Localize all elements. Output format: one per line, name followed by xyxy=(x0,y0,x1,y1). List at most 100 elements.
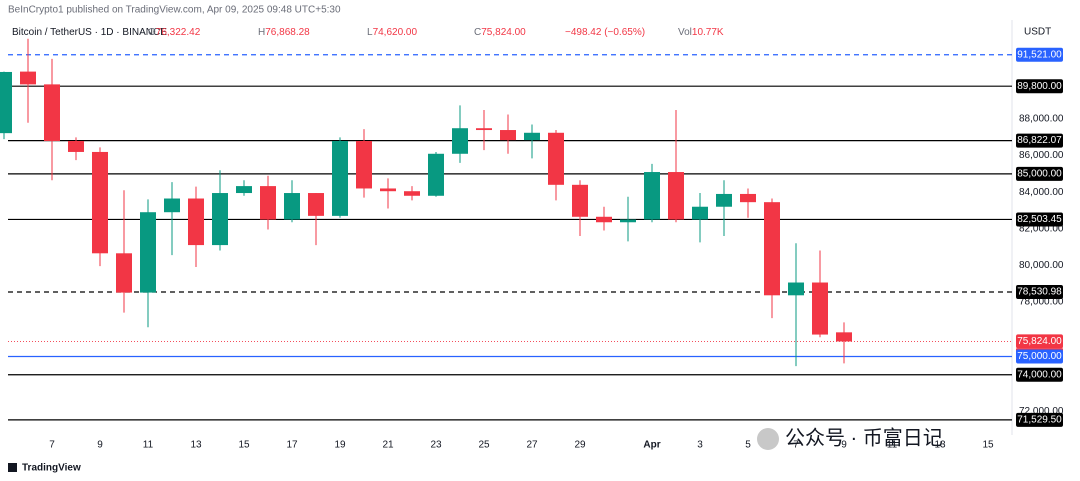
candle-body xyxy=(716,193,732,207)
published-note: BeInCrypto1 published on TradingView.com… xyxy=(8,5,341,16)
level-label: 71,529.50 xyxy=(1017,414,1062,425)
y-tick-label: 80,000.00 xyxy=(1019,260,1064,271)
candle-body xyxy=(332,140,348,216)
currency: USDT xyxy=(1024,27,1051,38)
level-label-box xyxy=(1016,367,1063,382)
level-label: 85,000.00 xyxy=(1017,169,1062,180)
level-label-box xyxy=(1016,334,1063,349)
level-label: 78,530.98 xyxy=(1017,287,1062,298)
level-label: 75,824.00 xyxy=(1017,336,1062,347)
candle-body xyxy=(404,191,420,196)
level-label-box xyxy=(1016,412,1063,427)
ohlc-value: 76,868.28 xyxy=(265,27,310,38)
candle-body xyxy=(212,193,228,246)
volume-value: 10.77K xyxy=(692,27,724,38)
ohlc-key: O xyxy=(148,27,156,38)
x-tick-label: 11 xyxy=(143,440,154,451)
x-tick-label: 13 xyxy=(190,440,202,451)
y-tick-label: 84,000.00 xyxy=(1019,187,1064,198)
candle-body xyxy=(188,198,204,246)
level-label-box xyxy=(1016,79,1063,94)
level-label-box xyxy=(1016,166,1063,181)
symbol: Bitcoin / TetherUS · 1D · BINANCE xyxy=(12,27,167,38)
candle-body xyxy=(260,186,276,220)
x-tick-label: 11 xyxy=(887,440,898,451)
candle-body xyxy=(20,71,36,85)
x-tick-label: 25 xyxy=(478,440,490,451)
candle-body xyxy=(284,193,300,220)
candle-body xyxy=(764,202,780,296)
candle-body xyxy=(356,140,372,189)
candle-body xyxy=(68,140,84,152)
candle-body xyxy=(524,132,540,141)
level-label-box xyxy=(1016,133,1063,148)
level-label: 75,000.00 xyxy=(1017,351,1062,362)
candle-body xyxy=(452,128,468,154)
x-tick-label: 27 xyxy=(526,440,538,451)
candle-body xyxy=(620,219,636,223)
watermark-icon xyxy=(757,428,779,450)
x-tick-label: 7 xyxy=(49,440,55,451)
level-label: 74,000.00 xyxy=(1017,369,1062,380)
level-label-box xyxy=(1016,47,1063,62)
candle-body xyxy=(116,253,132,293)
x-tick-label: Apr xyxy=(643,440,660,451)
volume-key: Vol xyxy=(678,27,692,38)
candle-body xyxy=(788,282,804,296)
x-tick-label: 15 xyxy=(238,440,250,451)
x-tick-label: 19 xyxy=(334,440,346,451)
y-tick-label: 88,000.00 xyxy=(1019,114,1064,125)
level-label-box xyxy=(1016,349,1063,364)
x-tick-label: 17 xyxy=(286,440,298,451)
logo-text: TradingView xyxy=(22,463,81,474)
candle-body xyxy=(0,71,12,134)
candle-body xyxy=(92,151,108,254)
watermark-text: 公众号 · 币富日记 xyxy=(785,426,943,449)
change: −498.42 (−0.65%) xyxy=(565,27,645,38)
ohlc-key: C xyxy=(474,27,481,38)
candle-body xyxy=(668,172,684,220)
candle-body xyxy=(500,130,516,141)
x-tick-label: 13 xyxy=(934,440,946,451)
x-tick-label: 3 xyxy=(697,440,703,451)
watermark: 公众号 · 币富日记 xyxy=(757,426,943,450)
candle-body xyxy=(140,212,156,293)
candle-body xyxy=(236,186,252,194)
level-label: 89,800.00 xyxy=(1017,81,1062,92)
y-tick-label: 78,000.00 xyxy=(1019,296,1064,307)
candle-body xyxy=(692,206,708,220)
x-tick-label: 9 xyxy=(841,440,847,451)
candle-body xyxy=(596,216,612,223)
level-label-box xyxy=(1016,284,1063,299)
x-tick-label: 5 xyxy=(745,440,751,451)
ohlc-value: 74,620.00 xyxy=(373,27,418,38)
x-tick-label: 15 xyxy=(982,440,994,451)
candle-body xyxy=(476,128,492,131)
logo: TradingView xyxy=(8,463,81,474)
ohlc-value: 76,322.42 xyxy=(156,27,201,38)
candle-body xyxy=(428,153,444,196)
x-tick-label: 9 xyxy=(97,440,103,451)
legend-line: Bitcoin / TetherUS · 1D · BINANCE O76,32… xyxy=(12,27,724,38)
candle-body xyxy=(644,172,660,220)
x-tick-label: 7 xyxy=(793,440,799,451)
level-label: 86,822.07 xyxy=(1017,135,1062,146)
y-tick-label: 72,000.00 xyxy=(1019,406,1064,417)
level-label-box xyxy=(1016,212,1063,227)
candle-body xyxy=(812,282,828,335)
x-tick-label: 21 xyxy=(382,440,394,451)
ohlc-key: H xyxy=(258,27,265,38)
candle-body xyxy=(308,193,324,216)
ohlc-value: 75,824.00 xyxy=(481,27,526,38)
candle-body xyxy=(164,198,180,213)
level-label: 91,521.00 xyxy=(1017,49,1062,60)
x-tick-label: 29 xyxy=(574,440,586,451)
candle-body xyxy=(740,193,756,203)
candle-body xyxy=(380,188,396,192)
candle-body xyxy=(836,332,852,342)
candle-body xyxy=(548,132,564,185)
candle-body xyxy=(44,84,60,141)
candle-body xyxy=(572,184,588,217)
